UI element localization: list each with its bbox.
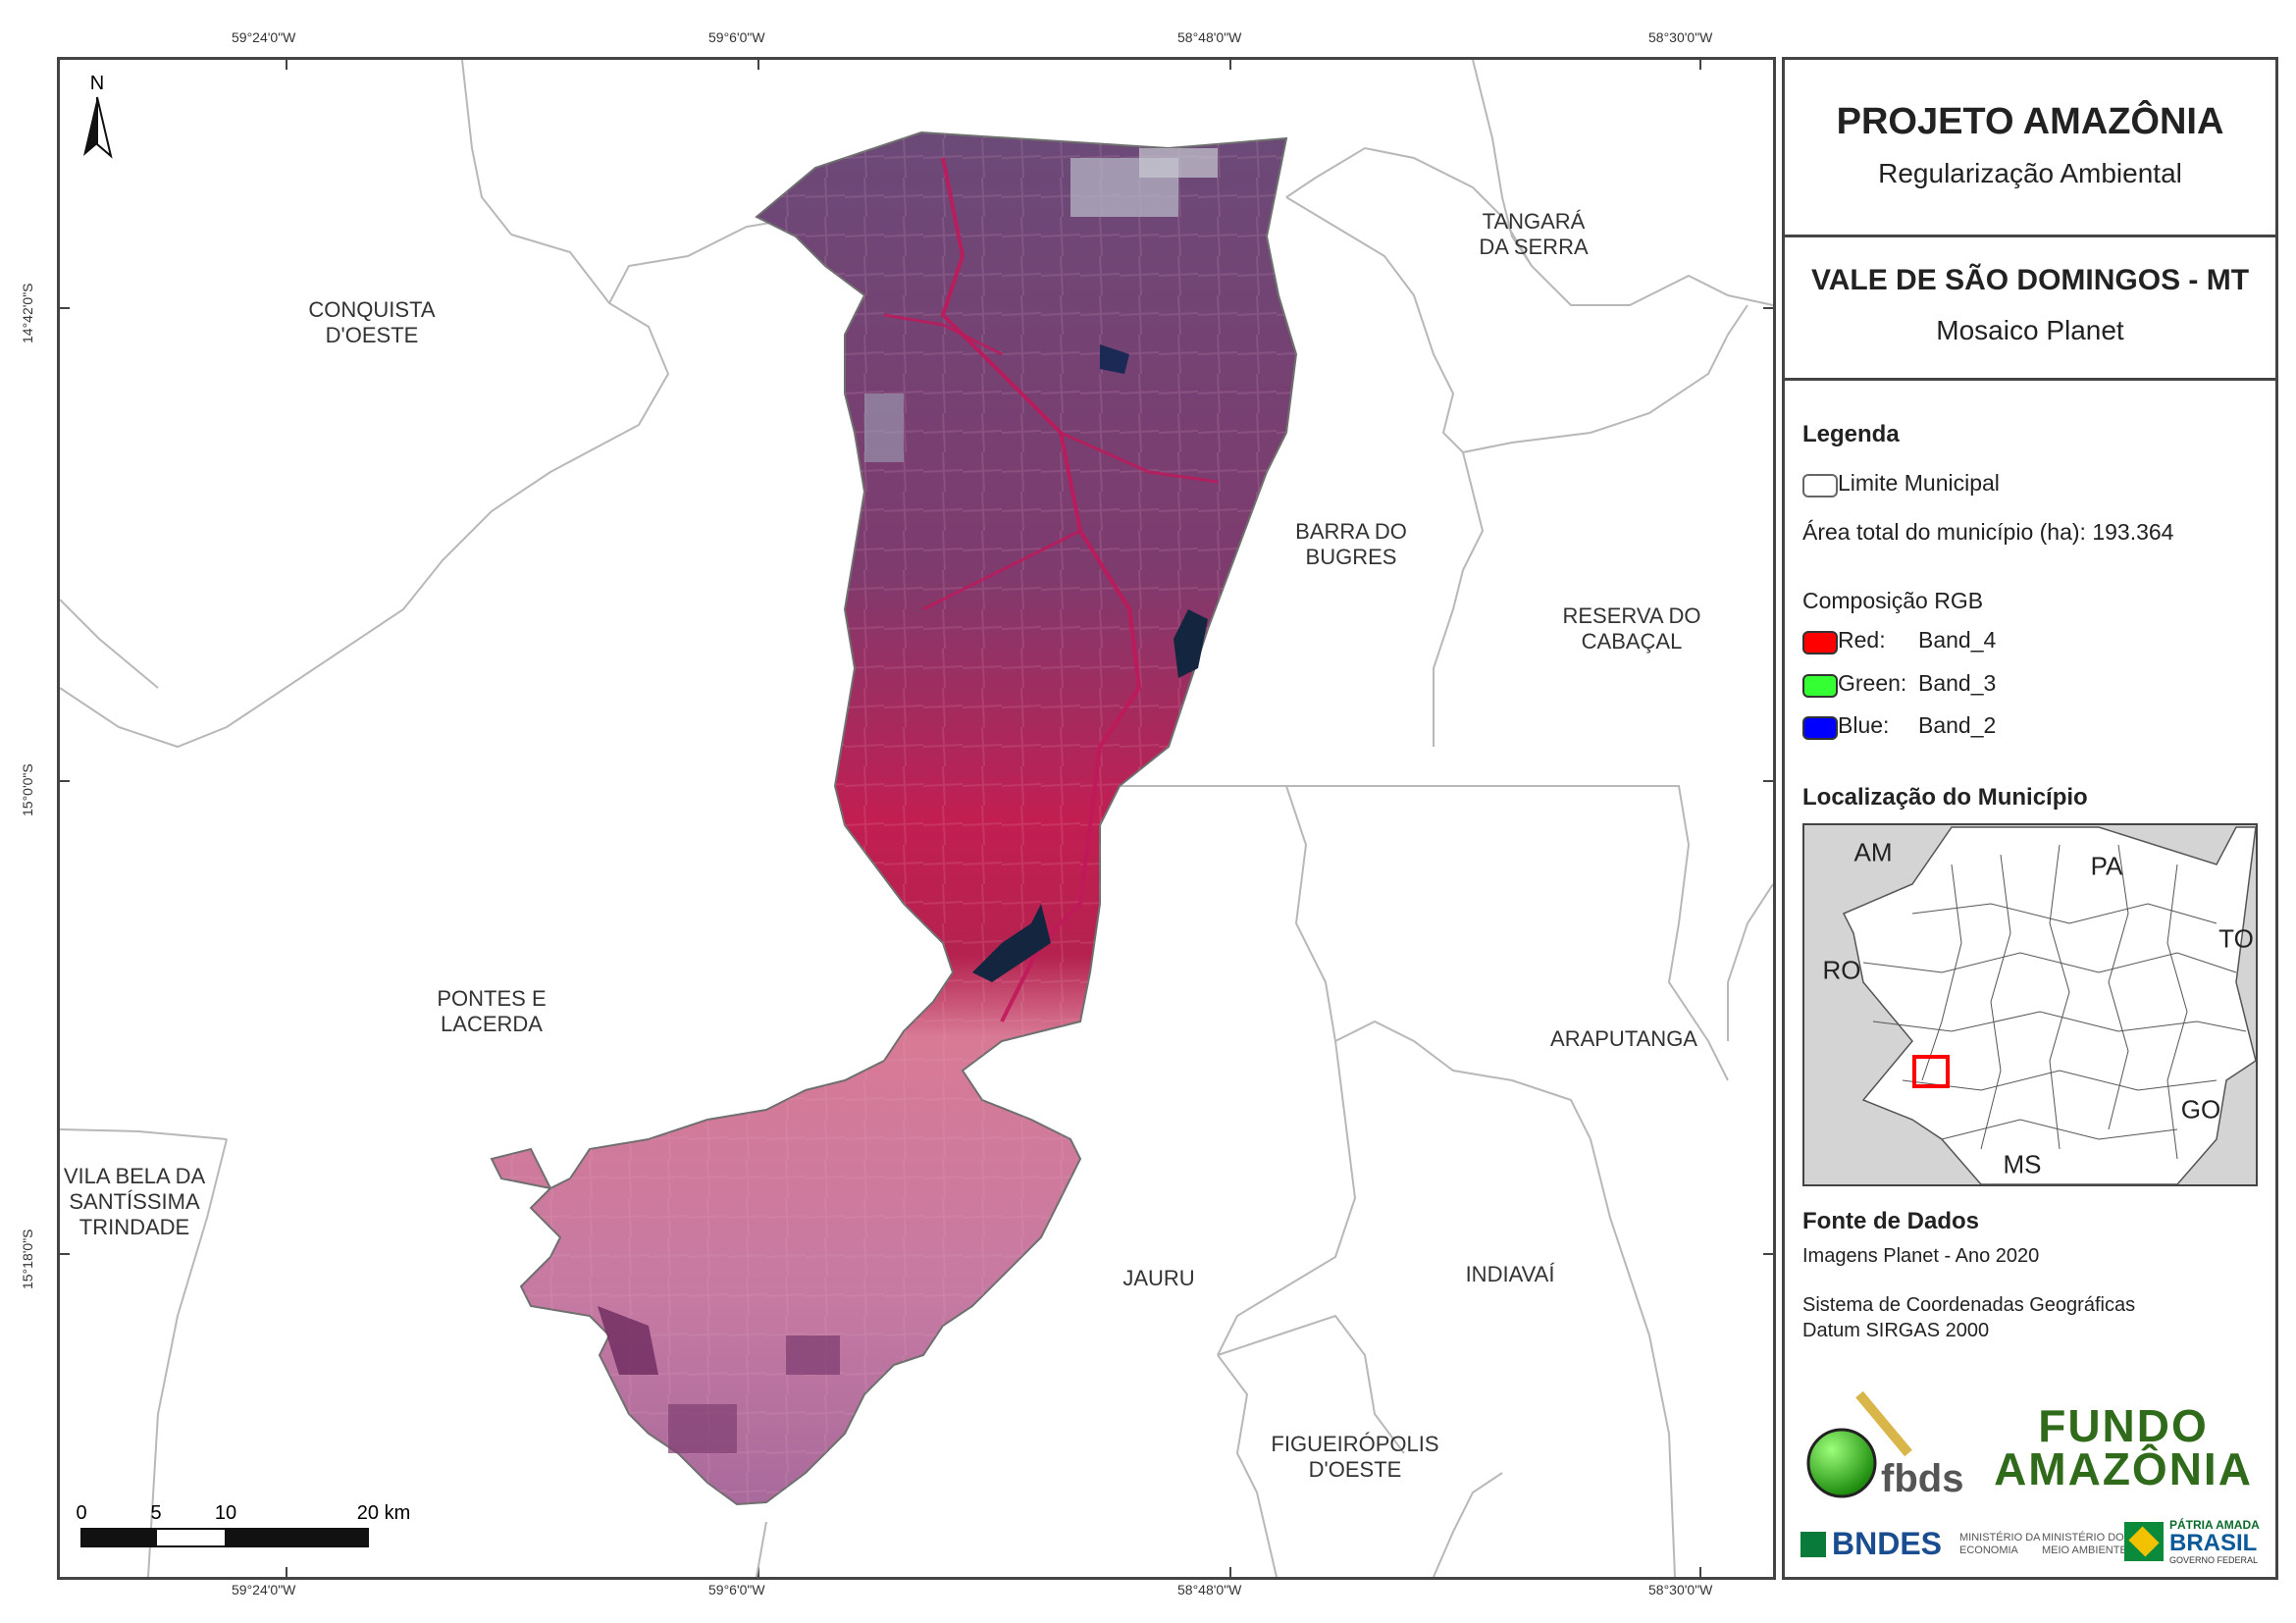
municipality-mosaic	[490, 131, 1298, 1506]
municipality-title: VALE DE SÃO DOMINGOS - MT	[1810, 264, 2250, 296]
red-swatch	[1802, 631, 1838, 654]
scale-label-10: 10	[215, 1502, 236, 1524]
north-label: N	[90, 73, 104, 94]
red-band: Band_4	[1918, 627, 1997, 653]
limit-swatch	[1802, 474, 1838, 497]
location-title: Localização do Município	[1802, 784, 2088, 811]
label-vila-bela: VILA BELA DA SANTÍSSIMA TRINDADE	[63, 1164, 206, 1239]
coord-left-2: 15°0'0"S	[20, 763, 35, 816]
coord-top-2: 59°6'0"W	[708, 29, 765, 45]
coord-bottom-4: 58°30'0"W	[1648, 1582, 1713, 1597]
bndes-text: BNDES	[1832, 1526, 1943, 1561]
map-frame[interactable]: N 0 5 10 20 km CONQUISTA D'OESTE TANGARÁ D…	[57, 57, 1776, 1580]
coord-left-1: 14°42'0"S	[20, 283, 35, 343]
coord-bottom-2: 59°6'0"W	[708, 1582, 765, 1597]
bndes-logo: BNDES	[1800, 1526, 1948, 1561]
coord-bottom-1: 59°24'0"W	[232, 1582, 296, 1597]
patria-text: PÁTRIA AMADA	[2169, 1518, 2260, 1532]
coord-top-4: 58°30'0"W	[1648, 29, 1713, 45]
map-canvas[interactable]: N 0 5 10 20 km	[60, 60, 1773, 1577]
green-swatch	[1802, 674, 1838, 698]
divider-2	[1785, 378, 2275, 381]
blue-label: Blue:	[1838, 712, 1890, 738]
label-araputanga: ARAPUTANGA	[1550, 1026, 1697, 1051]
blue-band: Band_2	[1918, 712, 1997, 738]
scale-label-5: 5	[150, 1502, 161, 1524]
inset-label-go: GO	[2180, 1094, 2221, 1125]
patria-amada-brasil-logo: PÁTRIA AMADA BRASIL GOVERNO FEDERAL	[2124, 1518, 2262, 1567]
panel-title: PROJETO AMAZÔNIA	[1836, 101, 2224, 142]
panel-subtitle: Regularização Ambiental	[1878, 158, 2182, 188]
coord-left-3: 15°18'0"S	[20, 1229, 35, 1289]
green-band: Band_3	[1918, 670, 1997, 696]
ministerio-ambiente: MINISTÉRIO DO MEIO AMBIENTE	[2042, 1532, 2127, 1556]
label-conquista-doeste: CONQUISTA D'OESTE	[308, 297, 436, 347]
municipal-boundaries	[60, 60, 1773, 1577]
label-pontes-e-lacerda: PONTES E LACERDA	[437, 986, 547, 1036]
source-datum: Datum SIRGAS 2000	[1802, 1320, 1990, 1341]
fundo-amazonia-logo: FUNDO AMAZÔNIA	[1981, 1400, 2266, 1502]
fbds-logo: fbds	[1800, 1375, 1967, 1502]
rgb-title: Composição RGB	[1802, 588, 1984, 613]
scale-label-0: 0	[76, 1502, 86, 1524]
source-title: Fonte de Dados	[1802, 1208, 1980, 1234]
inset-label-am: AM	[1853, 837, 1893, 867]
inset-highlight	[1912, 1055, 1950, 1088]
label-indiavai: INDIAVAÍ	[1465, 1262, 1555, 1286]
legend-title: Legenda	[1802, 421, 1900, 447]
fundo-text: FUNDO	[2038, 1400, 2209, 1451]
coord-top-1: 59°24'0"W	[232, 29, 296, 45]
label-tangara-da-serra: TANGARÁ DA SERRA	[1479, 209, 1589, 259]
amazonia-text: AMAZÔNIA	[1994, 1443, 2253, 1494]
coord-top-3: 58°48'0"W	[1177, 29, 1242, 45]
scale-bar: 0 5 10 20 km	[76, 1502, 410, 1547]
brasil-text: BRASIL	[2169, 1530, 2258, 1556]
inset-map[interactable]: AM PA RO TO GO MS	[1802, 823, 2258, 1186]
legend-panel: PROJETO AMAZÔNIA Regularização Ambiental…	[1782, 57, 2278, 1580]
mosaic-subtitle: Mosaico Planet	[1936, 315, 2124, 345]
limit-label: Limite Municipal	[1838, 470, 2000, 496]
source-crs: Sistema de Coordenadas Geográficas	[1802, 1294, 2136, 1316]
ministerio-economia: MINISTÉRIO DA ECONOMIA	[1959, 1532, 2041, 1556]
area-label: Área total do município (ha): 193.364	[1802, 519, 2174, 545]
green-label: Green:	[1838, 670, 1907, 696]
inset-label-pa: PA	[2090, 851, 2123, 881]
label-reserva-do-cabacal: RESERVA DO CABAÇAL	[1562, 603, 1701, 654]
label-figueiropolis-doeste: FIGUEIRÓPOLIS D'OESTE	[1271, 1432, 1439, 1482]
inset-label-to: TO	[2218, 923, 2254, 954]
north-arrow-icon: N	[83, 73, 113, 159]
scale-label-20: 20 km	[357, 1502, 410, 1524]
governo-text: GOVERNO FEDERAL	[2169, 1555, 2259, 1565]
divider-1	[1785, 235, 2275, 237]
inset-label-ro: RO	[1822, 955, 1861, 985]
inset-label-ms: MS	[2003, 1149, 2042, 1179]
label-barra-do-bugres: BARRA DO BUGRES	[1295, 519, 1407, 569]
coord-bottom-3: 58°48'0"W	[1177, 1582, 1242, 1597]
blue-swatch	[1802, 716, 1838, 740]
inset-canvas	[1842, 826, 2256, 1184]
red-label: Red:	[1838, 627, 1886, 653]
fbds-text: fbds	[1881, 1457, 1964, 1500]
label-jauru: JAURU	[1122, 1266, 1195, 1290]
source-imagery: Imagens Planet - Ano 2020	[1802, 1245, 2040, 1267]
